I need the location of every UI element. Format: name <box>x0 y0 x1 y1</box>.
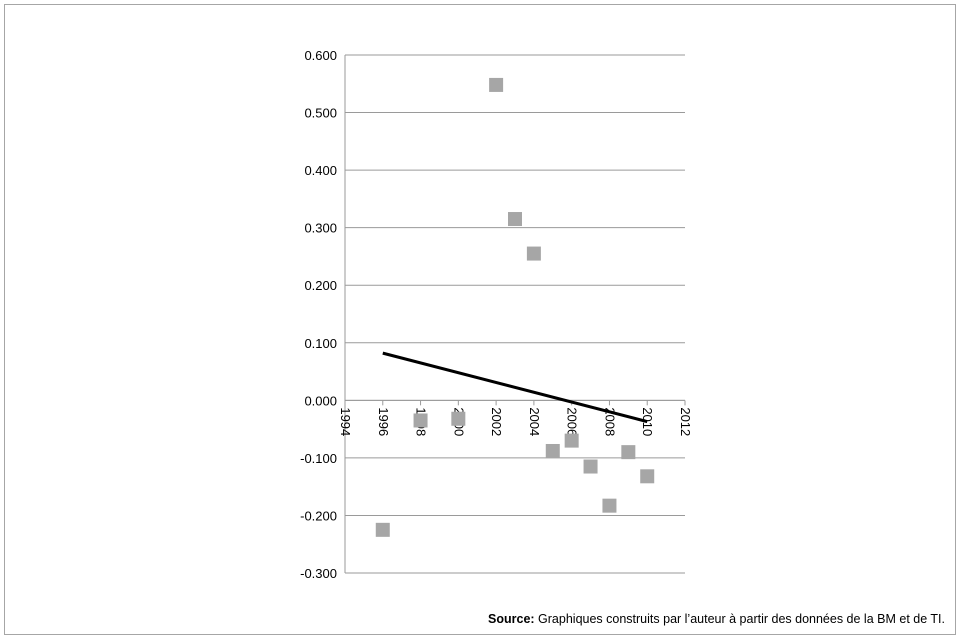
source-label: Source: <box>488 612 535 626</box>
y-tick-label: 0.300 <box>304 221 337 236</box>
y-tick-label: 0.100 <box>304 336 337 351</box>
x-axis <box>344 399 686 406</box>
data-point-marker <box>508 212 522 227</box>
x-tick-label: 1996 <box>376 407 391 436</box>
y-tick-label: -0.200 <box>300 508 337 523</box>
trendline <box>382 351 648 424</box>
data-point-marker <box>602 498 617 513</box>
x-tick-label: 2010 <box>640 407 655 436</box>
data-point-marker <box>621 445 636 460</box>
data-point-marker <box>640 469 655 484</box>
gridlines <box>344 54 685 574</box>
y-tick-label: -0.300 <box>300 566 337 581</box>
x-axis-tick-labels: 1994199619982000200220042006200820102012 <box>338 407 693 436</box>
y-tick-label: 0.500 <box>304 106 337 121</box>
y-axis-tick-labels: 0.600 0.500 0.400 0.300 0.200 0.100 0.000 -0.10… <box>300 48 337 581</box>
source-text: Graphiques construits par l’auteur à par… <box>534 612 945 626</box>
data-point-marker <box>375 522 390 537</box>
x-tick-label: 1994 <box>338 407 353 436</box>
y-tick-label: 0.600 <box>304 48 337 63</box>
source-note: Source: Graphiques construits par l’aute… <box>488 612 945 626</box>
data-point-marker <box>564 433 579 448</box>
x-tick-label: 2006 <box>565 407 580 436</box>
data-points <box>375 77 655 537</box>
x-tick-label: 2008 <box>602 407 617 436</box>
scatter-chart: 0.600 0.500 0.400 0.300 0.200 0.100 0.000 -0.10… <box>300 48 693 581</box>
data-point-marker <box>489 77 504 92</box>
x-tick-label: 2012 <box>678 407 693 436</box>
data-point-marker <box>413 413 428 428</box>
y-tick-label: -0.100 <box>300 451 337 466</box>
chart-frame: 0.600 0.500 0.400 0.300 0.200 0.100 0.000 -0.10… <box>4 4 956 635</box>
data-point-marker <box>526 246 541 261</box>
y-tick-label: 0.200 <box>304 278 337 293</box>
y-tick-label: 0.000 <box>304 393 337 408</box>
data-point-marker <box>583 459 598 474</box>
trendline-group <box>382 351 648 424</box>
data-point-marker <box>545 443 560 458</box>
x-tick-label: 2002 <box>489 407 504 436</box>
data-point-marker <box>451 411 466 426</box>
y-tick-label: 0.400 <box>304 163 337 178</box>
x-tick-label: 2004 <box>527 407 542 436</box>
